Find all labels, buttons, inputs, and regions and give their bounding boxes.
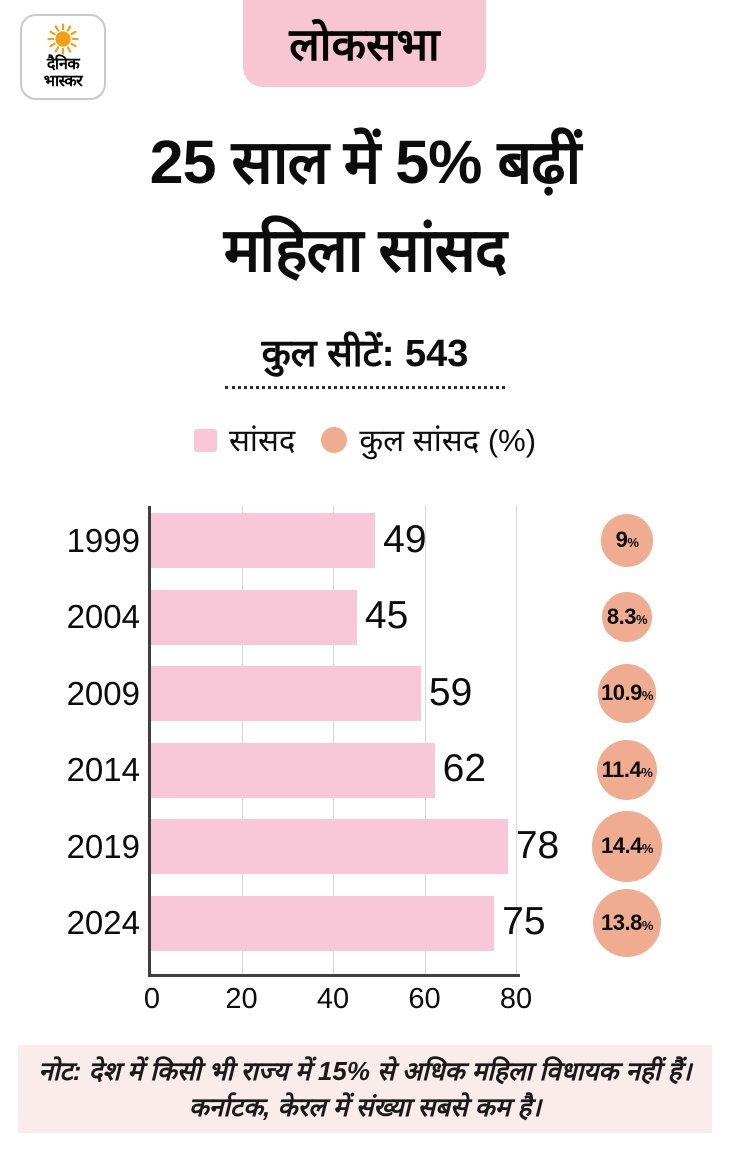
legend-item-0: सांसद bbox=[193, 419, 296, 461]
pct-circle-2024: 13.8% bbox=[592, 888, 662, 958]
bar-value-label-2014: 62 bbox=[442, 747, 487, 790]
page-title: 25 साल में 5% बढ़ीं महिला सांसद bbox=[0, 118, 730, 294]
pct-circle-2014: 11.4% bbox=[596, 739, 658, 801]
badge-label: लोकसभा bbox=[289, 19, 440, 70]
pct-circle-2004: 8.3% bbox=[601, 591, 653, 643]
bar-2004 bbox=[151, 589, 357, 645]
chart-legend: सांसद कुल सांसद (%) bbox=[0, 422, 730, 458]
x-axis-line bbox=[148, 974, 520, 977]
bar-2014 bbox=[151, 742, 435, 798]
dotted-separator bbox=[225, 386, 505, 389]
bar-value-label-2019: 78 bbox=[515, 823, 560, 867]
bar-value-label-2004: 45 bbox=[364, 594, 409, 637]
sun-icon bbox=[47, 23, 79, 55]
year-label-2014: 2014 bbox=[66, 751, 140, 788]
percent-sign: % bbox=[641, 764, 653, 780]
percent-sign: % bbox=[641, 841, 654, 857]
pct-value: 10.9 bbox=[601, 680, 642, 706]
x-tick-label-40: 40 bbox=[316, 983, 350, 1015]
legend-circle-swatch bbox=[321, 427, 348, 453]
x-tick-label-0: 0 bbox=[143, 983, 161, 1015]
year-label-2019: 2019 bbox=[66, 827, 140, 865]
footnote-band: नोट: देश में किसी भी राज्य में 15% से अध… bbox=[18, 1045, 712, 1133]
year-label-2024: 2024 bbox=[66, 904, 140, 941]
footnote-line1: नोट: देश में किसी भी राज्य में 15% से अध… bbox=[38, 1056, 692, 1086]
pct-value: 14.4 bbox=[601, 833, 642, 859]
bar-value-label-2024: 75 bbox=[502, 900, 546, 943]
bar-1999 bbox=[151, 513, 376, 568]
gridline-x-80 bbox=[516, 506, 517, 976]
year-label-1999: 1999 bbox=[66, 521, 140, 559]
legend-label: कुल सांसद (%) bbox=[359, 423, 537, 458]
footnote-line2: कर्नाटक, केरल में संख्या सबसे कम है। bbox=[188, 1092, 542, 1122]
subtitle-total-seats: कुल सीटें: 543 bbox=[261, 333, 469, 375]
gridline-x-40 bbox=[333, 506, 334, 976]
year-label-2009: 2009 bbox=[66, 674, 140, 712]
year-label-2004: 2004 bbox=[66, 598, 140, 635]
gridline-x-60 bbox=[424, 506, 426, 976]
dainik-bhaskar-logo: दैनिक भास्कर bbox=[20, 14, 106, 100]
title-line1: 25 साल में 5% बढ़ीं bbox=[149, 128, 582, 196]
pct-circle-1999: 9% bbox=[600, 514, 654, 567]
percent-sign: % bbox=[627, 535, 639, 551]
pct-circle-2019: 14.4% bbox=[591, 811, 663, 882]
pct-value: 9 bbox=[615, 527, 628, 553]
bar-2019 bbox=[151, 819, 508, 874]
pct-circle-2009: 10.9% bbox=[597, 664, 657, 723]
header-badge: लोकसभा bbox=[243, 0, 486, 87]
y-axis-line bbox=[148, 506, 151, 976]
x-tick-label-80: 80 bbox=[499, 983, 533, 1015]
pct-value: 8.3 bbox=[606, 603, 637, 629]
bar-2024 bbox=[151, 895, 495, 951]
logo-text-line2: भास्कर bbox=[43, 73, 83, 90]
pct-value: 11.4 bbox=[601, 756, 642, 782]
logo-text-line1: दैनिक bbox=[46, 56, 80, 73]
pct-value: 13.8 bbox=[601, 909, 642, 935]
title-line2: महिला सांसद bbox=[223, 216, 507, 284]
legend-square-swatch bbox=[193, 428, 217, 452]
gridline-x-20 bbox=[241, 506, 243, 976]
percent-sign: % bbox=[636, 611, 648, 627]
bar-value-label-1999: 49 bbox=[383, 517, 427, 561]
x-tick-label-60: 60 bbox=[408, 983, 441, 1015]
percent-sign: % bbox=[641, 688, 654, 704]
legend-label: सांसद bbox=[228, 423, 296, 458]
bar-2009 bbox=[151, 666, 421, 721]
x-tick-label-20: 20 bbox=[225, 983, 258, 1015]
percent-sign: % bbox=[641, 917, 654, 933]
legend-item-1: कुल सांसद (%) bbox=[321, 419, 536, 461]
bar-value-label-2009: 59 bbox=[428, 670, 473, 714]
